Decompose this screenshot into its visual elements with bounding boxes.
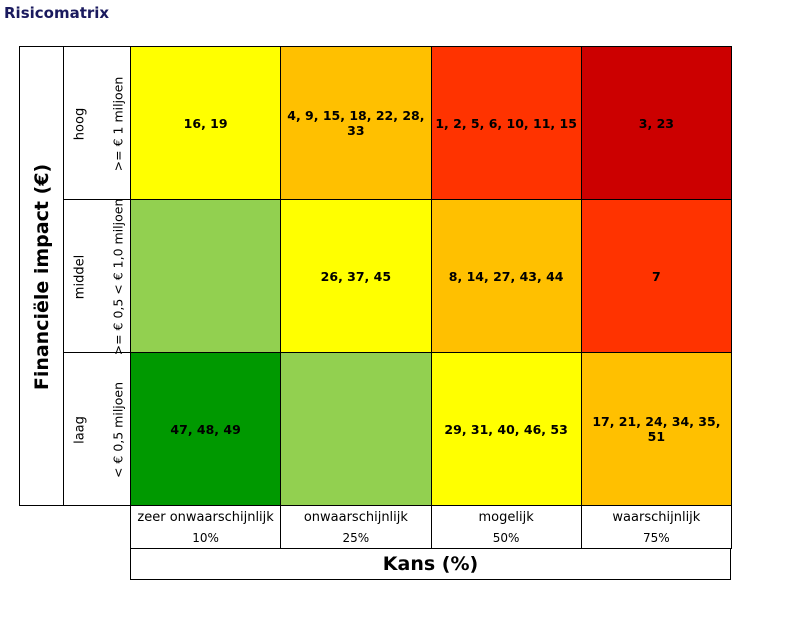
matrix-cell: 7 — [580, 199, 732, 353]
row-range: < € 0,5 miljoen — [110, 381, 126, 478]
row-label: laag — [72, 415, 88, 444]
y-axis-label: Financiële impact (€) — [31, 163, 53, 391]
title: Risicomatrix — [4, 4, 110, 22]
matrix-cell — [130, 199, 282, 353]
x-axis-label: Kans (%) — [130, 548, 731, 580]
row-range: >= € 0,5 < € 1,0 miljoen — [110, 198, 126, 355]
matrix-cell: 1, 2, 5, 6, 10, 11, 15 — [430, 46, 582, 200]
row-range: >= € 1 miljoen — [110, 76, 126, 171]
column-percent: 10% — [130, 527, 282, 549]
matrix-cell: 8, 14, 27, 43, 44 — [430, 199, 582, 353]
matrix-cell: 4, 9, 15, 18, 22, 28, 33 — [280, 46, 432, 200]
matrix-cell: 47, 48, 49 — [130, 352, 282, 506]
column-label: onwaarschijnlijk — [280, 505, 432, 528]
row-header: middel >= € 0,5 < € 1,0 miljoen — [63, 198, 131, 355]
matrix-cell: 3, 23 — [580, 46, 732, 200]
column-percent: 75% — [580, 527, 732, 549]
matrix-cell: 26, 37, 45 — [280, 199, 432, 353]
y-axis-box: Financiële impact (€) — [19, 46, 64, 506]
matrix-cell: 17, 21, 24, 34, 35, 51 — [580, 352, 732, 506]
matrix-cell: 29, 31, 40, 46, 53 — [430, 352, 582, 506]
column-label: waarschijnlijk — [580, 505, 732, 528]
matrix-cell: 16, 19 — [130, 46, 282, 200]
row-header: laag < € 0,5 miljoen — [63, 352, 131, 506]
column-label: zeer onwaarschijnlijk — [130, 505, 282, 528]
column-label: mogelijk — [430, 505, 582, 528]
row-label: hoog — [72, 107, 88, 140]
matrix-cell — [280, 352, 432, 506]
column-percent: 25% — [280, 527, 432, 549]
column-percent: 50% — [430, 527, 582, 549]
row-label: middel — [72, 254, 88, 299]
row-header: hoog >= € 1 miljoen — [63, 46, 131, 200]
